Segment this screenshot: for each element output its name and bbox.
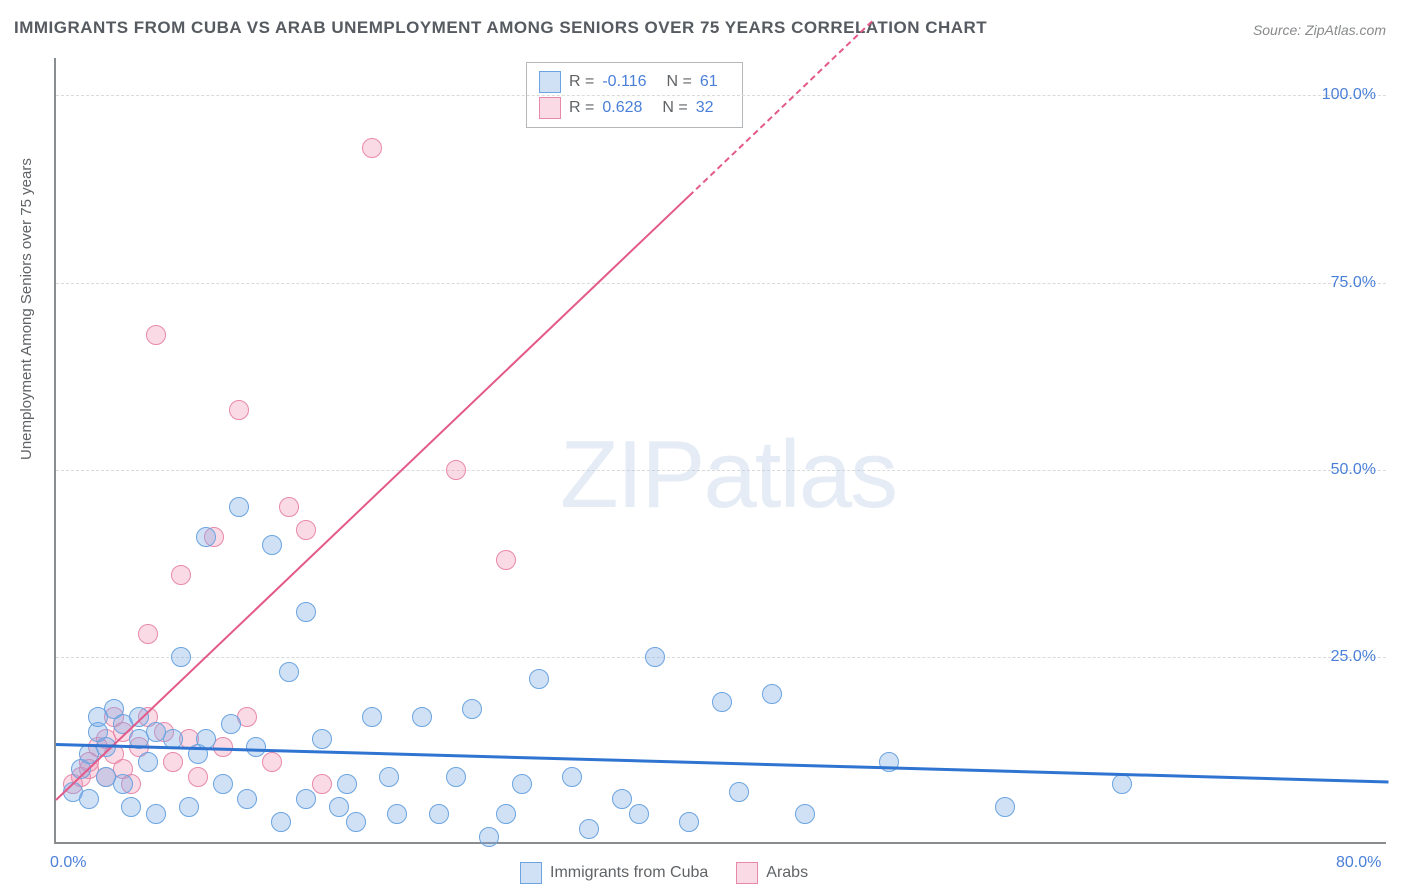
- y-axis-label: Unemployment Among Seniors over 75 years: [18, 158, 35, 460]
- swatch-cuba-icon: [539, 71, 561, 93]
- data-point-cuba: [729, 782, 749, 802]
- gridline: [56, 470, 1386, 471]
- y-tick-label: 50.0%: [1331, 461, 1376, 479]
- y-tick-label: 100.0%: [1322, 86, 1376, 104]
- data-point-cuba: [113, 774, 133, 794]
- data-point-cuba: [179, 797, 199, 817]
- data-point-cuba: [246, 737, 266, 757]
- x-tick-label: 80.0%: [1336, 854, 1381, 872]
- chart-title: IMMIGRANTS FROM CUBA VS ARAB UNEMPLOYMEN…: [14, 18, 987, 38]
- legend-label-cuba: Immigrants from Cuba: [550, 864, 708, 882]
- data-point-cuba: [462, 699, 482, 719]
- data-point-cuba: [446, 767, 466, 787]
- r-label: R =: [569, 73, 594, 91]
- data-point-cuba: [562, 767, 582, 787]
- n-label: N =: [667, 73, 692, 91]
- swatch-arabs-icon: [539, 97, 561, 119]
- data-point-arabs: [296, 520, 316, 540]
- swatch-cuba-icon: [520, 862, 542, 884]
- data-point-cuba: [79, 789, 99, 809]
- gridline: [56, 95, 1386, 96]
- data-point-cuba: [362, 707, 382, 727]
- data-point-cuba: [429, 804, 449, 824]
- trend-line-cuba: [56, 743, 1388, 783]
- data-point-arabs: [146, 325, 166, 345]
- data-point-arabs: [188, 767, 208, 787]
- data-point-cuba: [279, 662, 299, 682]
- legend-item-cuba: Immigrants from Cuba: [520, 862, 708, 884]
- chart-plot-area: R = -0.116 N = 61 R = 0.628 N = 32 25.0%…: [54, 58, 1386, 844]
- n-label: N =: [662, 99, 687, 117]
- data-point-arabs: [362, 138, 382, 158]
- gridline: [56, 283, 1386, 284]
- data-point-cuba: [412, 707, 432, 727]
- data-point-cuba: [171, 647, 191, 667]
- data-point-cuba: [479, 827, 499, 847]
- data-point-cuba: [337, 774, 357, 794]
- data-point-arabs: [138, 624, 158, 644]
- r-value-cuba: -0.116: [602, 73, 646, 91]
- data-point-arabs: [446, 460, 466, 480]
- data-point-cuba: [271, 812, 291, 832]
- data-point-cuba: [296, 789, 316, 809]
- data-point-cuba: [146, 804, 166, 824]
- legend-item-arabs: Arabs: [736, 862, 808, 884]
- gridline: [56, 657, 1386, 658]
- r-label: R =: [569, 99, 594, 117]
- data-point-cuba: [512, 774, 532, 794]
- data-point-cuba: [995, 797, 1015, 817]
- data-point-cuba: [312, 729, 332, 749]
- r-value-arabs: 0.628: [602, 99, 642, 117]
- stats-row-arabs: R = 0.628 N = 32: [539, 95, 730, 121]
- data-point-cuba: [612, 789, 632, 809]
- data-point-arabs: [312, 774, 332, 794]
- data-point-cuba: [795, 804, 815, 824]
- y-tick-label: 25.0%: [1331, 648, 1376, 666]
- x-tick-label: 0.0%: [50, 854, 86, 872]
- data-point-cuba: [296, 602, 316, 622]
- data-point-arabs: [171, 565, 191, 585]
- data-point-cuba: [262, 535, 282, 555]
- data-point-cuba: [712, 692, 732, 712]
- data-point-cuba: [196, 527, 216, 547]
- data-point-cuba: [387, 804, 407, 824]
- data-point-cuba: [121, 797, 141, 817]
- data-point-cuba: [679, 812, 699, 832]
- n-value-cuba: 61: [700, 73, 718, 91]
- data-point-cuba: [213, 774, 233, 794]
- stats-row-cuba: R = -0.116 N = 61: [539, 69, 730, 95]
- data-point-cuba: [138, 752, 158, 772]
- data-point-arabs: [279, 497, 299, 517]
- data-point-cuba: [129, 707, 149, 727]
- data-point-cuba: [1112, 774, 1132, 794]
- legend: Immigrants from Cuba Arabs: [520, 862, 808, 884]
- data-point-arabs: [229, 400, 249, 420]
- data-point-cuba: [221, 714, 241, 734]
- data-point-cuba: [379, 767, 399, 787]
- swatch-arabs-icon: [736, 862, 758, 884]
- data-point-cuba: [629, 804, 649, 824]
- source-attribution: Source: ZipAtlas.com: [1253, 22, 1386, 38]
- data-point-cuba: [762, 684, 782, 704]
- data-point-arabs: [163, 752, 183, 772]
- legend-label-arabs: Arabs: [766, 864, 808, 882]
- data-point-cuba: [529, 669, 549, 689]
- n-value-arabs: 32: [696, 99, 714, 117]
- data-point-arabs: [496, 550, 516, 570]
- data-point-cuba: [237, 789, 257, 809]
- data-point-cuba: [496, 804, 516, 824]
- y-tick-label: 75.0%: [1331, 274, 1376, 292]
- data-point-cuba: [645, 647, 665, 667]
- data-point-cuba: [229, 497, 249, 517]
- data-point-cuba: [346, 812, 366, 832]
- data-point-cuba: [579, 819, 599, 839]
- data-point-arabs: [262, 752, 282, 772]
- data-point-cuba: [329, 797, 349, 817]
